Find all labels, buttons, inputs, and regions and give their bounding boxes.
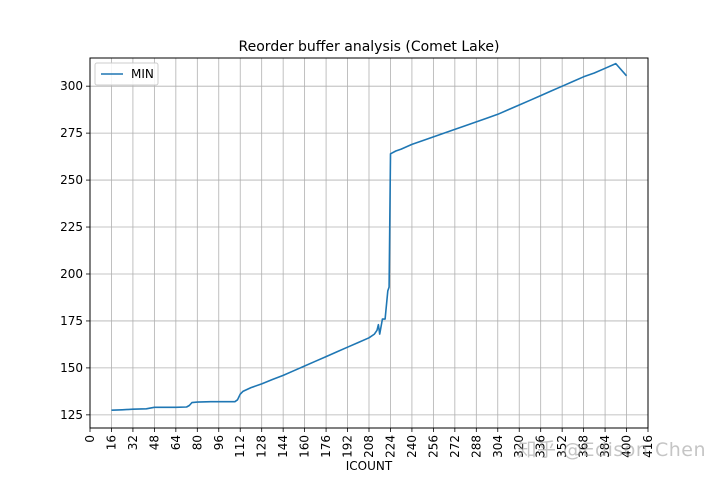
y-tick-label: 250 <box>60 173 83 187</box>
x-tick-label: 288 <box>469 435 483 458</box>
x-axis-title: ICOUNT <box>346 459 393 473</box>
x-tick-label: 112 <box>233 435 247 458</box>
series-line-min <box>111 62 628 411</box>
x-tick-label: 400 <box>620 435 634 458</box>
x-tick-label: 272 <box>448 435 462 458</box>
series-layer <box>111 62 628 411</box>
grid <box>89 58 649 428</box>
x-tick-label: 304 <box>491 435 505 458</box>
x-tick-label: 128 <box>255 435 269 458</box>
x-tick-label: 320 <box>512 435 526 458</box>
y-tick-label: 200 <box>60 267 83 281</box>
x-tick-label: 48 <box>147 435 161 450</box>
x-tick-label: 416 <box>641 435 655 458</box>
x-tick-label: 0 <box>83 435 97 443</box>
y-axis: 125 150 175 200 225 250 275 300 <box>60 79 90 422</box>
x-tick-label: 160 <box>298 435 312 458</box>
x-tick-label: 336 <box>534 435 548 458</box>
x-tick-label: 352 <box>555 435 569 458</box>
x-tick-label: 192 <box>341 435 355 458</box>
x-tick-label: 256 <box>426 435 440 458</box>
x-tick-label: 80 <box>190 435 204 450</box>
x-tick-label: 224 <box>383 435 397 458</box>
x-tick-label: 240 <box>405 435 419 458</box>
y-tick-label: 175 <box>60 314 83 328</box>
x-axis: 0 16 32 48 64 80 96 112 128 144 160 176 192 208 224 240… <box>83 428 655 458</box>
x-tick-label: 16 <box>104 435 118 450</box>
x-tick-label: 176 <box>319 435 333 458</box>
x-tick-label: 208 <box>362 435 376 458</box>
legend: MIN <box>94 62 159 86</box>
x-tick-label: 64 <box>169 435 183 450</box>
y-tick-label: 275 <box>60 126 83 140</box>
x-tick-label: 368 <box>577 435 591 458</box>
chart-title: Reorder buffer analysis (Comet Lake) <box>239 39 500 55</box>
watermark: 知乎 @Edison Chen <box>517 439 706 461</box>
x-tick-label: 96 <box>212 435 226 450</box>
x-tick-label: 384 <box>598 435 612 458</box>
x-tick-label: 32 <box>126 435 140 450</box>
legend-label: MIN <box>131 67 154 81</box>
legend-box <box>94 62 159 86</box>
x-tick-label: 144 <box>276 435 290 458</box>
y-tick-label: 225 <box>60 220 83 234</box>
y-tick-label: 125 <box>60 408 83 422</box>
y-tick-label: 150 <box>60 361 83 375</box>
y-tick-label: 300 <box>60 79 83 93</box>
